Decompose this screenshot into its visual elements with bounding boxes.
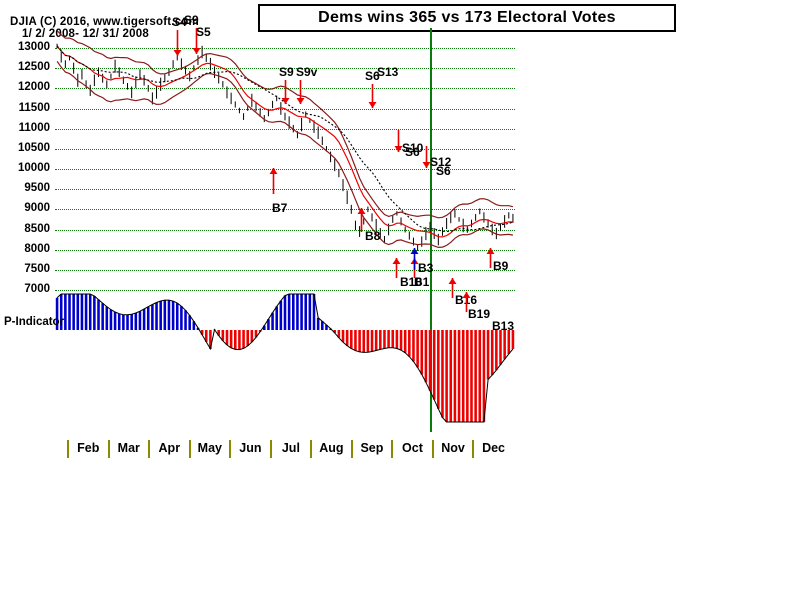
signal-arrow-down — [296, 80, 305, 104]
month-tick — [188, 440, 191, 458]
signal-label-b9: B9 — [493, 259, 509, 273]
month-tick — [431, 440, 434, 458]
y-axis-tick-label: 8500 — [24, 222, 50, 235]
signal-label-s12: S12 — [430, 155, 452, 169]
gridline — [55, 269, 515, 271]
gridline — [55, 189, 515, 191]
y-axis-tick-label: 10000 — [18, 162, 50, 174]
signal-arrow-up — [462, 292, 471, 312]
p-indicator-outline — [56, 293, 514, 423]
month-tick — [107, 440, 110, 458]
month-label-oct: Oct — [402, 441, 423, 455]
signal-arrow-up — [448, 278, 457, 298]
signal-label-s4: S4 — [172, 15, 187, 29]
signal-label-s6: S6 — [365, 69, 380, 83]
y-axis-tick-label: 8000 — [24, 242, 50, 255]
center-average-line — [56, 45, 513, 238]
signal-arrow-up — [357, 208, 366, 232]
gridline — [55, 290, 515, 291]
signal-arrow-up — [486, 248, 495, 268]
month-axis: Feb Mar Apr May Jun Jul Aug Sep Oct Nov Dec — [55, 440, 515, 462]
signal-label-s6: S6 — [436, 164, 451, 178]
gridline — [55, 209, 515, 211]
signal-label-s9: S9 — [184, 13, 199, 27]
y-axis-tick-label: 9000 — [24, 202, 50, 215]
chart-date-range-line: 1/ 2/ 2008- 12/ 31/ 2008 — [22, 28, 149, 40]
month-tick — [350, 440, 353, 458]
gridline — [55, 48, 515, 49]
signal-label-b7: B7 — [272, 201, 288, 215]
p-indicator-pane — [55, 293, 515, 423]
month-label-jul: Jul — [281, 441, 300, 455]
signal-arrow-down — [281, 80, 290, 104]
month-tick — [269, 440, 272, 458]
signal-label-b8: B8 — [365, 229, 381, 243]
y-axis-tick-label: 12500 — [18, 61, 50, 74]
month-tick — [310, 440, 313, 458]
month-tick — [229, 440, 232, 458]
month-tick — [67, 440, 69, 458]
signal-arrow-down — [192, 28, 201, 54]
signal-label-b13: B13 — [492, 319, 515, 333]
month-tick — [148, 440, 151, 458]
signal-arrow-up — [410, 248, 419, 270]
lower-band-line — [56, 60, 514, 249]
month-label-feb: Feb — [77, 441, 100, 455]
signal-label-s10: S10 — [402, 141, 424, 155]
signal-label-b10: B10 — [400, 275, 423, 289]
y-axis-tick-label: 7000 — [24, 283, 50, 295]
p-indicator-bars — [55, 294, 515, 422]
election-day-line — [429, 28, 432, 432]
signal-arrow-down — [394, 130, 403, 152]
gridline — [55, 169, 515, 170]
signal-arrow-up — [269, 168, 278, 194]
month-label-apr: Apr — [158, 441, 181, 455]
gridline — [55, 68, 515, 70]
y-axis-tick-label: 13000 — [18, 41, 50, 53]
signal-label-s6: S6 — [405, 145, 420, 159]
month-label-aug: Aug — [319, 441, 344, 455]
y-axis-tick-label: 12000 — [18, 81, 50, 94]
y-axis-tick-label: 10500 — [18, 141, 50, 154]
signal-label-s13: S13 — [377, 65, 399, 79]
chart-source-line: DJIA (C) 2016, www.tigersoft.com — [10, 16, 199, 28]
month-tick — [472, 440, 475, 458]
signal-arrow-down — [368, 84, 377, 108]
gridline — [55, 148, 515, 150]
chart-title-box: Dems wins 365 vs 173 Electoral Votes — [258, 4, 676, 32]
month-label-nov: Nov — [441, 441, 465, 455]
month-label-dec: Dec — [482, 441, 505, 455]
p-indicator-label: P-Indicator — [4, 316, 65, 328]
y-axis-tick-label: 11000 — [18, 121, 50, 134]
gridline — [55, 249, 515, 251]
signal-label-s9v: S9v — [296, 65, 318, 79]
chart-title: Dems wins 365 vs 173 Electoral Votes — [318, 9, 616, 26]
signal-arrow-down — [173, 30, 182, 56]
month-label-jun: Jun — [239, 441, 262, 455]
month-label-mar: Mar — [117, 441, 140, 455]
signal-label-b19: B19 — [468, 307, 491, 321]
month-label-sep: Sep — [360, 441, 384, 455]
price-bars — [56, 43, 514, 251]
month-tick — [391, 440, 394, 458]
gridline — [55, 229, 515, 231]
signal-arrow-up — [392, 258, 401, 278]
y-axis-tick-label: 9500 — [24, 182, 50, 195]
upper-band-line — [56, 30, 514, 219]
gridline — [55, 128, 515, 130]
signal-label-b3: B3 — [418, 261, 434, 275]
y-axis-tick-label: 11500 — [18, 101, 50, 114]
signal-arrow-down — [422, 146, 431, 168]
signal-label-s9: S9 — [279, 65, 294, 79]
signal-label-s5: S5 — [196, 25, 211, 39]
y-axis-tick-label: 7500 — [24, 262, 50, 275]
signal-label-b1: B1 — [414, 275, 430, 289]
month-label-may: May — [197, 441, 222, 455]
